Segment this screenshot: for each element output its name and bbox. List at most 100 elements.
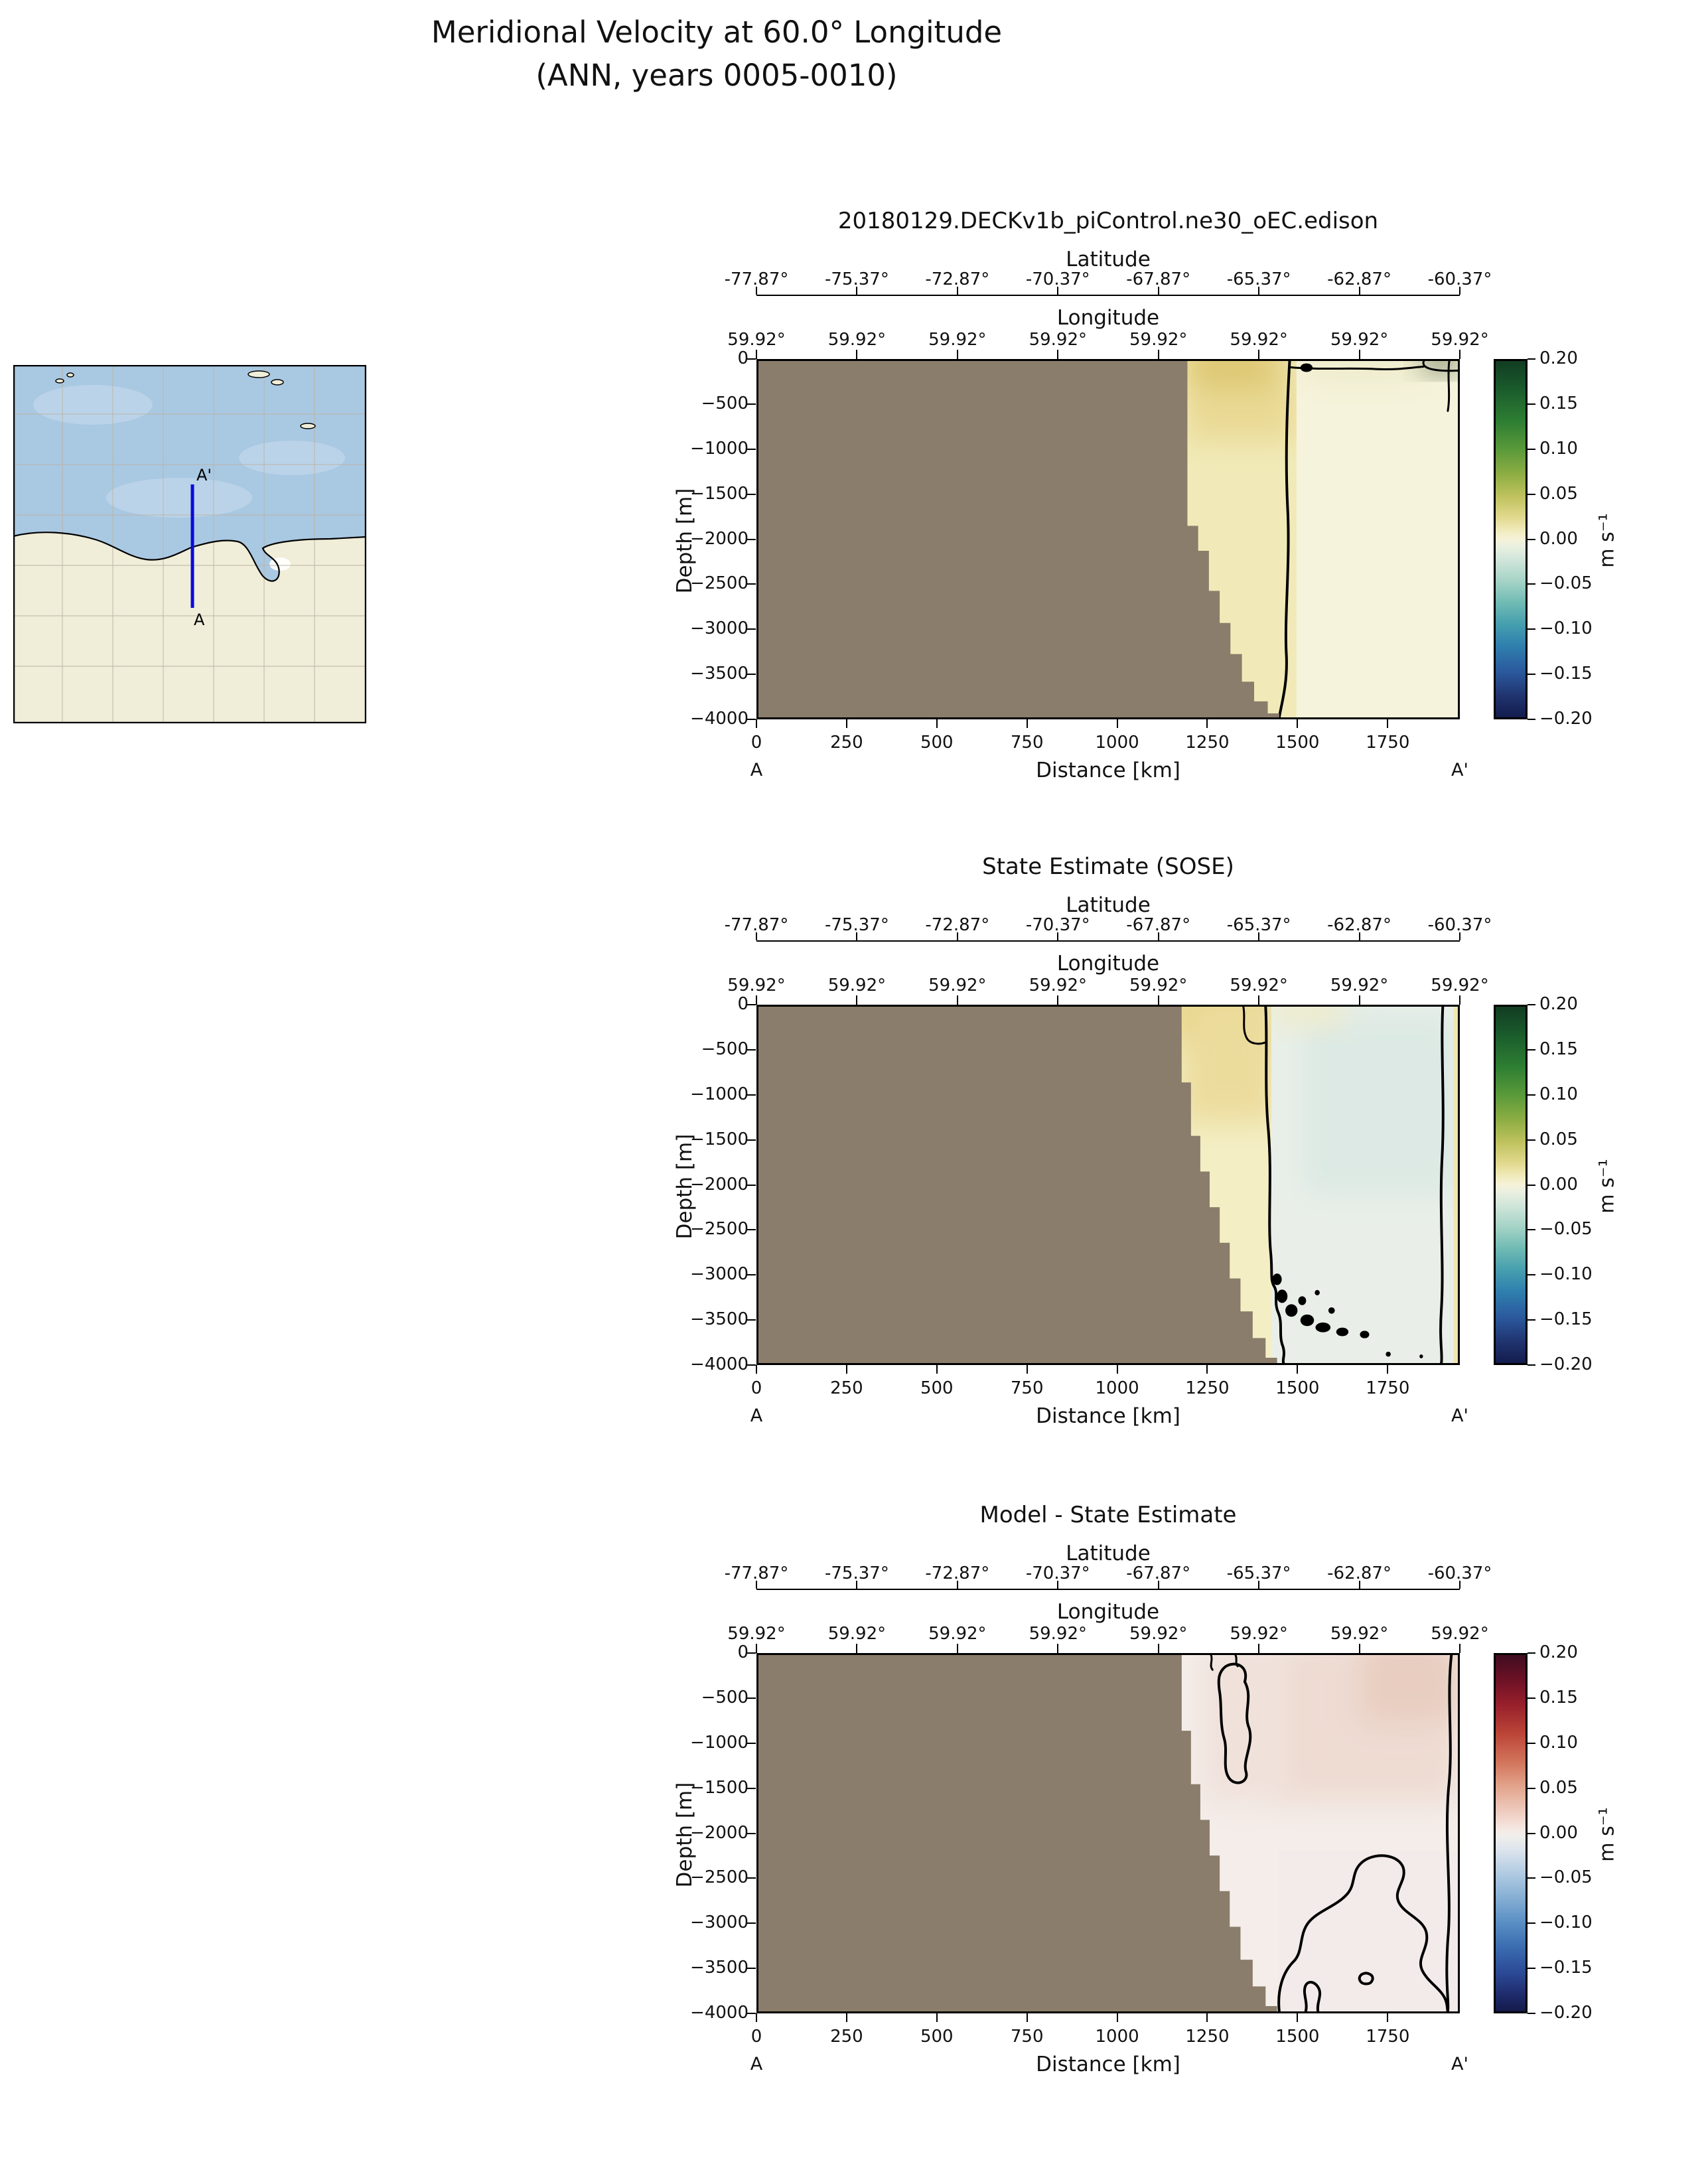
- longitude-tick-mark: [1459, 1644, 1460, 1653]
- colorbar-tick-label: 0.00: [1539, 1174, 1578, 1194]
- colorbar-tick-mark: [1528, 719, 1535, 720]
- latitude-tick-label: -70.37°: [1025, 1563, 1090, 1583]
- colorbar-tick-mark: [1528, 1968, 1535, 1970]
- map-island: [248, 370, 270, 378]
- distance-tick-label: 1750: [1366, 2027, 1410, 2047]
- colorbar-tick-mark: [1528, 1787, 1535, 1789]
- longitude-tick-mark: [756, 1644, 757, 1653]
- distance-tick-label: 750: [1010, 733, 1044, 753]
- depth-axis-label: Depth [m]: [673, 1133, 697, 1240]
- eddy-blob: [1419, 1354, 1423, 1358]
- latitude-tick-mark: [1258, 287, 1260, 295]
- eddy-blob: [1360, 1331, 1370, 1338]
- longitude-tick-mark: [1157, 350, 1159, 359]
- colorbar-tick-mark: [1528, 493, 1535, 495]
- depth-axis-label: Depth [m]: [673, 488, 697, 594]
- eddy-blob: [1386, 1351, 1391, 1357]
- distance-tick-label: 250: [830, 1378, 863, 1398]
- latitude-axis-line: [756, 295, 1460, 296]
- longitude-tick-label: 59.92°: [1129, 976, 1188, 995]
- depth-tick-mark: [747, 1049, 756, 1050]
- depth-tick-mark: [747, 358, 756, 360]
- latitude-tick-mark: [856, 932, 858, 940]
- panel-title: 20180129.DECKv1b_piControl.ne30_oEC.edis…: [837, 208, 1379, 234]
- longitude-tick-mark: [1157, 1644, 1159, 1653]
- colorbar-tick-label: −0.20: [1539, 709, 1593, 729]
- distance-tick-label: 1750: [1366, 733, 1410, 753]
- map-frame: [13, 365, 366, 723]
- latitude-tick-mark: [1157, 1581, 1159, 1589]
- distance-tick-mark: [756, 1365, 757, 1374]
- eddy-blob: [1277, 1289, 1288, 1303]
- latitude-tick-label: -77.87°: [724, 269, 789, 289]
- depth-tick-mark: [747, 1364, 756, 1366]
- field-region: [1303, 361, 1422, 384]
- depth-tick-mark: [747, 1274, 756, 1276]
- depth-tick-label: −4000: [690, 709, 748, 729]
- eddy-blob: [1300, 1314, 1315, 1327]
- distance-tick-label: 1000: [1095, 733, 1139, 753]
- field-region: [1361, 1655, 1458, 1722]
- depth-tick-label: −3500: [690, 1309, 748, 1330]
- colorbar-tick-label: 0.10: [1539, 438, 1578, 459]
- eddy-blob: [1300, 363, 1313, 372]
- figure-title-line1: Meridional Velocity at 60.0° Longitude: [431, 15, 1003, 50]
- depth-tick-label: −1500: [690, 1129, 748, 1149]
- map-label-a-prime: A': [196, 466, 212, 484]
- latitude-tick-mark: [1459, 287, 1460, 295]
- colorbar-tick-mark: [1528, 538, 1535, 540]
- colorbar-tick-label: 0.10: [1539, 1732, 1578, 1753]
- longitude-tick-label: 59.92°: [727, 1624, 786, 1644]
- colorbar-tick-mark: [1528, 1319, 1535, 1321]
- depth-axis-label: Depth [m]: [673, 1782, 697, 1888]
- latitude-tick-mark: [1258, 1581, 1260, 1589]
- colorbar-tick-mark: [1528, 1274, 1535, 1276]
- zero-contour: [1279, 361, 1290, 717]
- colorbar: [1494, 1653, 1528, 2013]
- longitude-tick-mark: [1459, 350, 1460, 359]
- colorbar-tick-label: 0.05: [1539, 1129, 1578, 1149]
- eddy-blob: [1315, 1322, 1331, 1333]
- longitude-axis-label: Longitude: [1056, 306, 1160, 330]
- colorbar-tick-label: 0.15: [1539, 393, 1578, 413]
- distance-tick-label: 1000: [1095, 2027, 1139, 2047]
- colorbar-tick-mark: [1528, 583, 1535, 585]
- depth-tick-label: −1500: [690, 1777, 748, 1798]
- longitude-tick-mark: [956, 1644, 958, 1653]
- depth-tick-mark: [747, 628, 756, 630]
- distance-tick-label: 500: [920, 2027, 954, 2047]
- map-ocean-patches: [33, 385, 345, 518]
- colorbar-unit-label: m s⁻¹: [1595, 513, 1619, 568]
- latitude-tick-mark: [1057, 287, 1059, 295]
- depth-tick-label: −4000: [690, 1354, 748, 1374]
- colorbar-tick-mark: [1528, 1184, 1535, 1186]
- panel-2: State Estimate (SOSE) Latitude Longitude -7…: [657, 852, 1666, 1436]
- longitude-tick-label: 59.92°: [1029, 1624, 1087, 1644]
- eddy-blob: [1315, 1289, 1320, 1295]
- eddy-blob: [1298, 1296, 1307, 1305]
- endpoint-label-a-prime: A': [1451, 2054, 1468, 2074]
- latitude-tick-mark: [1157, 287, 1159, 295]
- colorbar-tick-mark: [1528, 1922, 1535, 1924]
- colorbar-tick-mark: [1528, 1364, 1535, 1366]
- map-island: [55, 378, 64, 384]
- longitude-tick-label: 59.92°: [1129, 330, 1188, 350]
- depth-tick-mark: [747, 1319, 756, 1321]
- zero-contour: [1447, 1655, 1451, 2011]
- colorbar-tick-mark: [1528, 1742, 1535, 1744]
- eddy-blob: [1285, 1304, 1298, 1317]
- field-svg: [758, 1655, 1458, 2011]
- plot-area: [756, 359, 1460, 719]
- longitude-tick-label: 59.92°: [928, 976, 987, 995]
- endpoint-label-a-prime: A': [1451, 760, 1468, 780]
- longitude-tick-label: 59.92°: [1230, 1624, 1288, 1644]
- depth-tick-mark: [747, 1229, 756, 1231]
- latitude-tick-mark: [1057, 932, 1059, 940]
- panel-1: 20180129.DECKv1b_piControl.ne30_oEC.edis…: [657, 206, 1666, 790]
- longitude-tick-label: 59.92°: [1230, 330, 1288, 350]
- depth-tick-mark: [747, 1139, 756, 1141]
- colorbar-tick-label: 0.00: [1539, 528, 1578, 549]
- colorbar-tick-mark: [1528, 1652, 1535, 1654]
- colorbar-unit-label: m s⁻¹: [1595, 1807, 1619, 1862]
- colorbar-tick-label: −0.05: [1539, 573, 1593, 594]
